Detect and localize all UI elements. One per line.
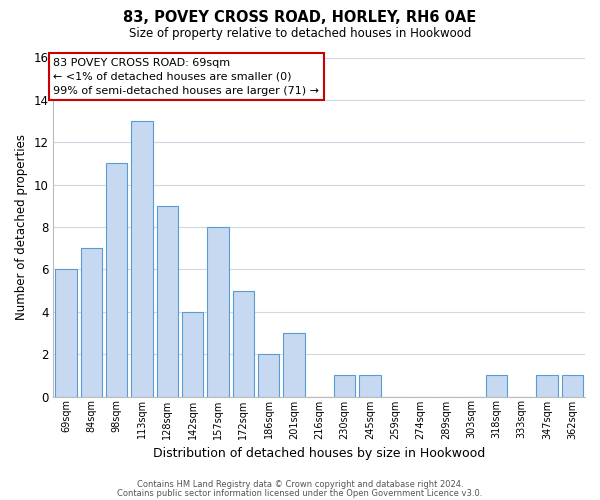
Bar bbox=[562, 376, 583, 396]
Text: Size of property relative to detached houses in Hookwood: Size of property relative to detached ho… bbox=[129, 28, 471, 40]
Bar bbox=[207, 227, 229, 396]
Bar bbox=[80, 248, 102, 396]
Bar bbox=[131, 121, 153, 396]
Bar bbox=[106, 164, 127, 396]
Bar bbox=[359, 376, 380, 396]
X-axis label: Distribution of detached houses by size in Hookwood: Distribution of detached houses by size … bbox=[153, 447, 485, 460]
Y-axis label: Number of detached properties: Number of detached properties bbox=[15, 134, 28, 320]
Bar bbox=[55, 270, 77, 396]
Text: Contains public sector information licensed under the Open Government Licence v3: Contains public sector information licen… bbox=[118, 488, 482, 498]
Text: Contains HM Land Registry data © Crown copyright and database right 2024.: Contains HM Land Registry data © Crown c… bbox=[137, 480, 463, 489]
Bar bbox=[536, 376, 558, 396]
Bar bbox=[283, 333, 305, 396]
Text: 83 POVEY CROSS ROAD: 69sqm
← <1% of detached houses are smaller (0)
99% of semi-: 83 POVEY CROSS ROAD: 69sqm ← <1% of deta… bbox=[53, 58, 319, 96]
Bar bbox=[258, 354, 280, 397]
Bar bbox=[485, 376, 507, 396]
Bar bbox=[157, 206, 178, 396]
Bar bbox=[334, 376, 355, 396]
Text: 83, POVEY CROSS ROAD, HORLEY, RH6 0AE: 83, POVEY CROSS ROAD, HORLEY, RH6 0AE bbox=[124, 10, 476, 25]
Bar bbox=[233, 290, 254, 397]
Bar bbox=[182, 312, 203, 396]
